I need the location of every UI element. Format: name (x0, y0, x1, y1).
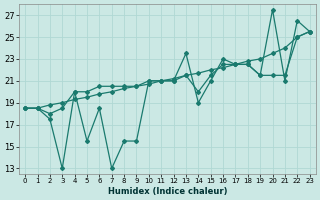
X-axis label: Humidex (Indice chaleur): Humidex (Indice chaleur) (108, 187, 227, 196)
